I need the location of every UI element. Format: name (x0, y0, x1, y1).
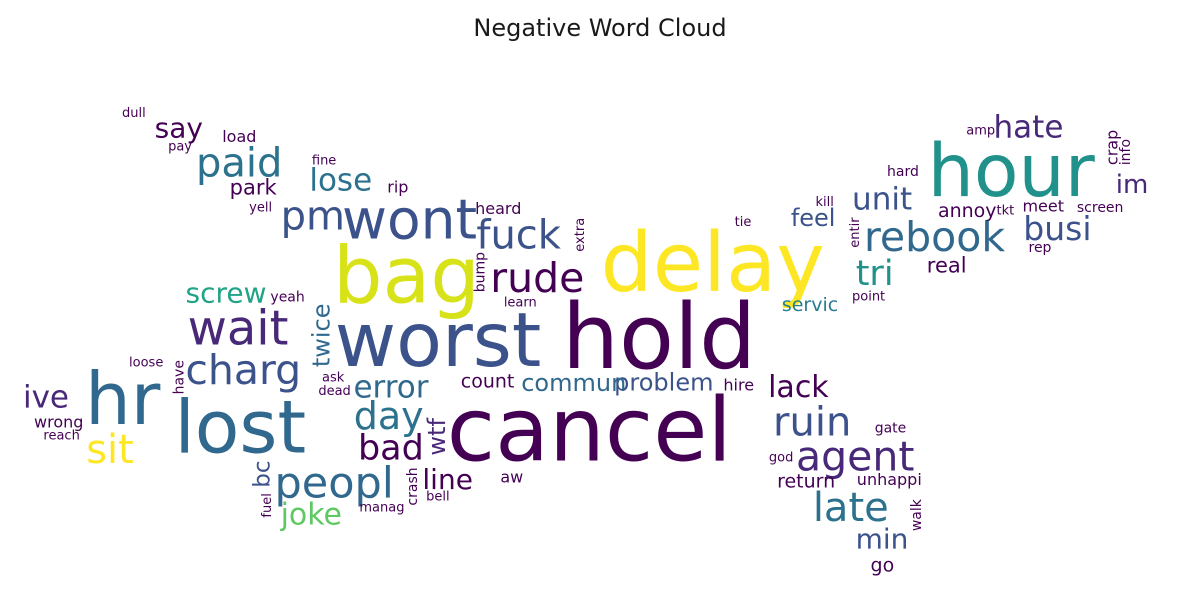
word-lost: lost (174, 385, 306, 470)
word-paid: paid (196, 140, 282, 186)
word-say: say (155, 112, 203, 145)
word-hire: hire (723, 376, 754, 395)
word-error: error (353, 369, 428, 405)
word-feel: feel (791, 204, 836, 232)
word-hold: hold (562, 285, 756, 390)
word-real: real (927, 253, 967, 277)
word-hate: hate (994, 110, 1064, 146)
word-pay: pay (168, 139, 192, 154)
word-screw: screw (185, 277, 266, 310)
word-point: point (852, 290, 885, 305)
word-late: late (813, 485, 889, 531)
word-aw: aw (500, 467, 523, 486)
word-unit: unit (852, 181, 912, 217)
word-wait: wait (188, 300, 289, 356)
word-crash: crash (405, 467, 421, 505)
word-ive: ive (23, 379, 69, 415)
word-god: god (769, 450, 793, 465)
word-rebook: rebook (864, 213, 1005, 261)
word-tie: tie (735, 215, 752, 230)
word-go: go (871, 555, 895, 577)
word-rude: rude (490, 254, 584, 302)
word-min: min (856, 523, 909, 556)
word-info: info (1118, 139, 1134, 165)
word-pm: pm (281, 193, 345, 239)
word-have: have (172, 360, 188, 394)
word-count: count (461, 371, 515, 393)
word-hard: hard (887, 164, 919, 180)
word-bump: bump (473, 252, 489, 292)
word-servic: servic (782, 294, 838, 316)
word-day: day (354, 394, 424, 438)
word-yell: yell (249, 200, 272, 215)
word-kill: kill (816, 195, 834, 210)
word-ask: ask (322, 371, 345, 386)
word-walk: walk (909, 498, 925, 531)
word-extra: extra (573, 218, 588, 252)
word-rep: rep (1029, 240, 1052, 256)
word-delay: delay (601, 216, 825, 311)
word-wont: wont (342, 187, 477, 251)
word-hour: hour (928, 129, 1096, 214)
word-load: load (222, 127, 256, 146)
word-tri: tri (856, 254, 894, 294)
word-gate: gate (875, 421, 907, 437)
word-entir: entir (848, 217, 863, 248)
word-cancel: cancel (447, 379, 732, 482)
word-unhappi: unhappi (857, 470, 922, 489)
word-heard: heard (475, 199, 521, 218)
word-rip: rip (387, 178, 408, 197)
word-hr: hr (85, 357, 161, 441)
word-manag: manag (359, 500, 404, 515)
word-problem: problem (614, 368, 713, 396)
word-joke: joke (280, 497, 342, 532)
word-screen: screen (1077, 200, 1124, 216)
word-fuel: fuel (260, 493, 275, 517)
word-crap: crap (1102, 130, 1121, 165)
word-dead: dead (318, 384, 350, 399)
word-amp: amp (966, 123, 995, 138)
word-dull: dull (122, 106, 146, 121)
word-bell: bell (426, 490, 449, 505)
word-yeah: yeah (270, 289, 304, 305)
word-bc: bc (250, 460, 276, 487)
word-agent: agent (796, 433, 914, 481)
word-im: im (1116, 170, 1149, 200)
word-lose: lose (309, 163, 372, 199)
word-charg: charg (185, 346, 301, 394)
word-fine: fine (312, 153, 336, 168)
word-peopl: peopl (274, 458, 393, 508)
word-loose: loose (129, 355, 163, 370)
word-fuck: fuck (476, 213, 561, 259)
word-sit: sit (86, 427, 134, 473)
word-ruin: ruin (773, 400, 851, 446)
word-tkt: tkt (996, 204, 1014, 219)
word-bad: bad (358, 428, 424, 468)
word-busi: busi (1023, 209, 1091, 248)
chart-title: Negative Word Cloud (473, 14, 727, 42)
word-park: park (230, 176, 278, 200)
word-learn: learn (504, 295, 537, 310)
word-lack: lack (768, 370, 829, 405)
word-wtf: wtf (423, 418, 451, 456)
word-worst: worst (335, 296, 542, 384)
word-meet: meet (1022, 197, 1064, 216)
word-line: line (422, 463, 473, 496)
word-twice: twice (307, 303, 335, 367)
word-reach: reach (43, 429, 79, 444)
word-annoy: annoy (938, 200, 997, 222)
word-return: return (777, 470, 835, 492)
word-commun: commun (521, 369, 626, 397)
word-wrong: wrong (34, 412, 83, 431)
word-bag: bag (333, 231, 480, 321)
